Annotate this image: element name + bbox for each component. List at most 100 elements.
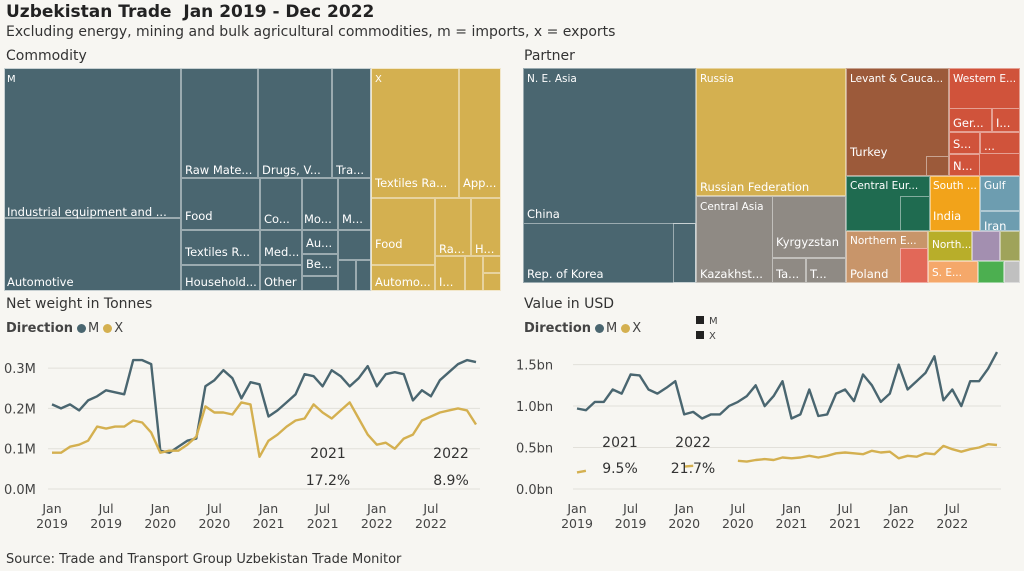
partner-label-ger: Ger... bbox=[953, 116, 984, 130]
value-legend-x[interactable]: X bbox=[632, 321, 642, 336]
tm-cell-med[interactable] bbox=[260, 230, 302, 265]
partner-label-s-e: S. E... bbox=[932, 267, 962, 279]
partner-cell-iran[interactable] bbox=[980, 211, 1020, 231]
x-tick-month: Jan bbox=[150, 501, 170, 516]
partner-cell-ta[interactable] bbox=[772, 258, 806, 283]
partner-cell-dots[interactable] bbox=[980, 132, 1020, 154]
tm-cell-co[interactable] bbox=[260, 178, 302, 230]
x-tick-year: 2021 bbox=[776, 516, 808, 530]
partner-label-levant: Levant & Cauca... bbox=[850, 73, 944, 85]
tm-cell-h[interactable] bbox=[471, 198, 501, 256]
value-legend: Direction M X bbox=[524, 321, 641, 336]
tm-cell-drugs[interactable] bbox=[258, 68, 332, 178]
tm-cell-tra[interactable] bbox=[332, 68, 371, 178]
value-legend-m[interactable]: M bbox=[606, 321, 618, 336]
tm-cell-textiles-m[interactable] bbox=[181, 230, 260, 265]
x-tick-month: Jul bbox=[944, 501, 960, 516]
tm-cell-au[interactable] bbox=[302, 230, 338, 254]
partner-label-russia-group: Russia bbox=[700, 73, 734, 85]
tm-cell-x-misc1[interactable] bbox=[465, 256, 483, 291]
partner-cell-misc4[interactable] bbox=[1004, 261, 1020, 283]
tm-cell-m-small[interactable] bbox=[338, 178, 371, 230]
tm-cell-m-misc1[interactable] bbox=[338, 230, 371, 260]
value-chart-title: Value in USD bbox=[524, 296, 615, 312]
tm-cell-x-misc3[interactable] bbox=[483, 273, 501, 291]
legend-x-dot-icon bbox=[103, 324, 113, 333]
key-x-square-icon bbox=[696, 331, 704, 339]
partner-cell-s-e[interactable] bbox=[928, 261, 978, 283]
tm-cell-i[interactable] bbox=[435, 256, 465, 291]
tm-cell-m-misc2[interactable] bbox=[338, 260, 356, 291]
tm-cell-mo[interactable] bbox=[302, 178, 338, 230]
partner-cell-ger[interactable] bbox=[949, 108, 992, 132]
x-tick-year: 2020 bbox=[198, 516, 230, 530]
weight-line-chart[interactable]: 0.0M0.1M0.2M0.3MJan2019Jul2019Jan2020Jul… bbox=[0, 340, 512, 530]
tm-cell-be[interactable] bbox=[302, 254, 338, 276]
x-tick-month: Jul bbox=[206, 501, 222, 516]
page-subtitle: Excluding energy, mining and bulk agricu… bbox=[6, 24, 616, 40]
partner-cell-t[interactable] bbox=[806, 258, 846, 283]
tm-label-textiles-x: Textiles Ra... bbox=[375, 176, 448, 190]
partner-label-ta: Ta... bbox=[776, 267, 800, 281]
tm-cell-household[interactable] bbox=[181, 265, 260, 291]
commodity-group-x[interactable] bbox=[371, 68, 501, 291]
partner-cell-russia[interactable] bbox=[696, 68, 846, 196]
tm-cell-food-x[interactable] bbox=[371, 198, 435, 265]
partner-cell-misc3[interactable] bbox=[978, 261, 1004, 283]
partner-label-n: N... bbox=[953, 159, 973, 173]
annotation-year: 2021 bbox=[602, 435, 638, 451]
tm-cell-automo-x[interactable] bbox=[371, 265, 435, 291]
tm-label-food-m: Food bbox=[185, 209, 213, 223]
partner-cell-levant-misc[interactable] bbox=[926, 156, 949, 176]
tm-cell-app[interactable] bbox=[459, 68, 501, 198]
tm-cell-industrial[interactable] bbox=[4, 68, 181, 218]
partner-cell-i[interactable] bbox=[992, 108, 1020, 132]
key-m-square-icon bbox=[696, 316, 704, 324]
partner-label-poland: Poland bbox=[850, 267, 889, 281]
tm-cell-raw[interactable] bbox=[181, 68, 258, 178]
tm-cell-other[interactable] bbox=[260, 265, 302, 291]
commodity-section-title: Commodity bbox=[6, 48, 87, 64]
tm-cell-m-misc3[interactable] bbox=[356, 260, 371, 291]
tm-cell-ra[interactable] bbox=[435, 198, 471, 256]
partner-cell-kyrgyzstan[interactable] bbox=[772, 196, 846, 258]
weight-legend-x[interactable]: X bbox=[114, 321, 124, 336]
x-tick-month: Jul bbox=[314, 501, 330, 516]
partner-cell-s[interactable] bbox=[949, 132, 980, 154]
partner-cell-south[interactable] bbox=[930, 176, 980, 231]
tm-label-co: Co... bbox=[264, 212, 290, 226]
partner-treemap[interactable]: N. E. Asia China Rep. of Korea Russia Ru… bbox=[523, 68, 1020, 283]
tm-cell-x-misc2[interactable] bbox=[483, 256, 501, 273]
weight-legend: Direction M X bbox=[6, 321, 123, 336]
tm-label-med: Med... bbox=[264, 245, 300, 259]
partner-cell-n[interactable] bbox=[949, 154, 980, 176]
x-tick-month: Jul bbox=[837, 501, 853, 516]
partner-cell-misc2[interactable] bbox=[1000, 231, 1020, 261]
tm-label-food-x: Food bbox=[375, 237, 403, 251]
value-line-chart[interactable]: 0.0bn0.5bn1.0bn1.5bnJan2019Jul2019Jan202… bbox=[512, 340, 1024, 530]
y-tick-label: 0.1M bbox=[4, 443, 36, 458]
partner-cell-gulf[interactable] bbox=[980, 176, 1020, 211]
source-note: Source: Trade and Transport Group Uzbeki… bbox=[6, 552, 402, 567]
partner-label-turkey: Turkey bbox=[850, 145, 888, 159]
partner-cell-ne-misc[interactable] bbox=[673, 223, 696, 283]
weight-legend-m[interactable]: M bbox=[88, 321, 100, 336]
x-tick-month: Jan bbox=[888, 501, 908, 516]
partner-cell-misc1[interactable] bbox=[972, 231, 1000, 261]
x-tick-year: 2021 bbox=[829, 516, 861, 530]
partner-cell-northern-misc[interactable] bbox=[900, 248, 928, 283]
tm-cell-automotive[interactable] bbox=[4, 218, 181, 291]
tm-label-ra: Ra... bbox=[439, 242, 465, 256]
y-tick-label: 0.0bn bbox=[516, 483, 553, 498]
commodity-group-m[interactable] bbox=[4, 68, 371, 291]
partner-cell-central-eur-misc[interactable] bbox=[900, 196, 930, 231]
commodity-treemap[interactable]: M X Industrial equipment and ... Automot… bbox=[4, 68, 501, 291]
tm-label-tra: Tra... bbox=[336, 163, 365, 177]
partner-label-korea: Rep. of Korea bbox=[527, 267, 604, 281]
tm-cell-m-misc4[interactable] bbox=[302, 276, 338, 291]
partner-cell-north[interactable] bbox=[928, 231, 972, 261]
tm-cell-food-m[interactable] bbox=[181, 178, 260, 230]
annotation-pct: 17.2% bbox=[306, 473, 350, 489]
tm-cell-textiles-x[interactable] bbox=[371, 68, 459, 198]
partner-cell-korea[interactable] bbox=[523, 223, 696, 283]
